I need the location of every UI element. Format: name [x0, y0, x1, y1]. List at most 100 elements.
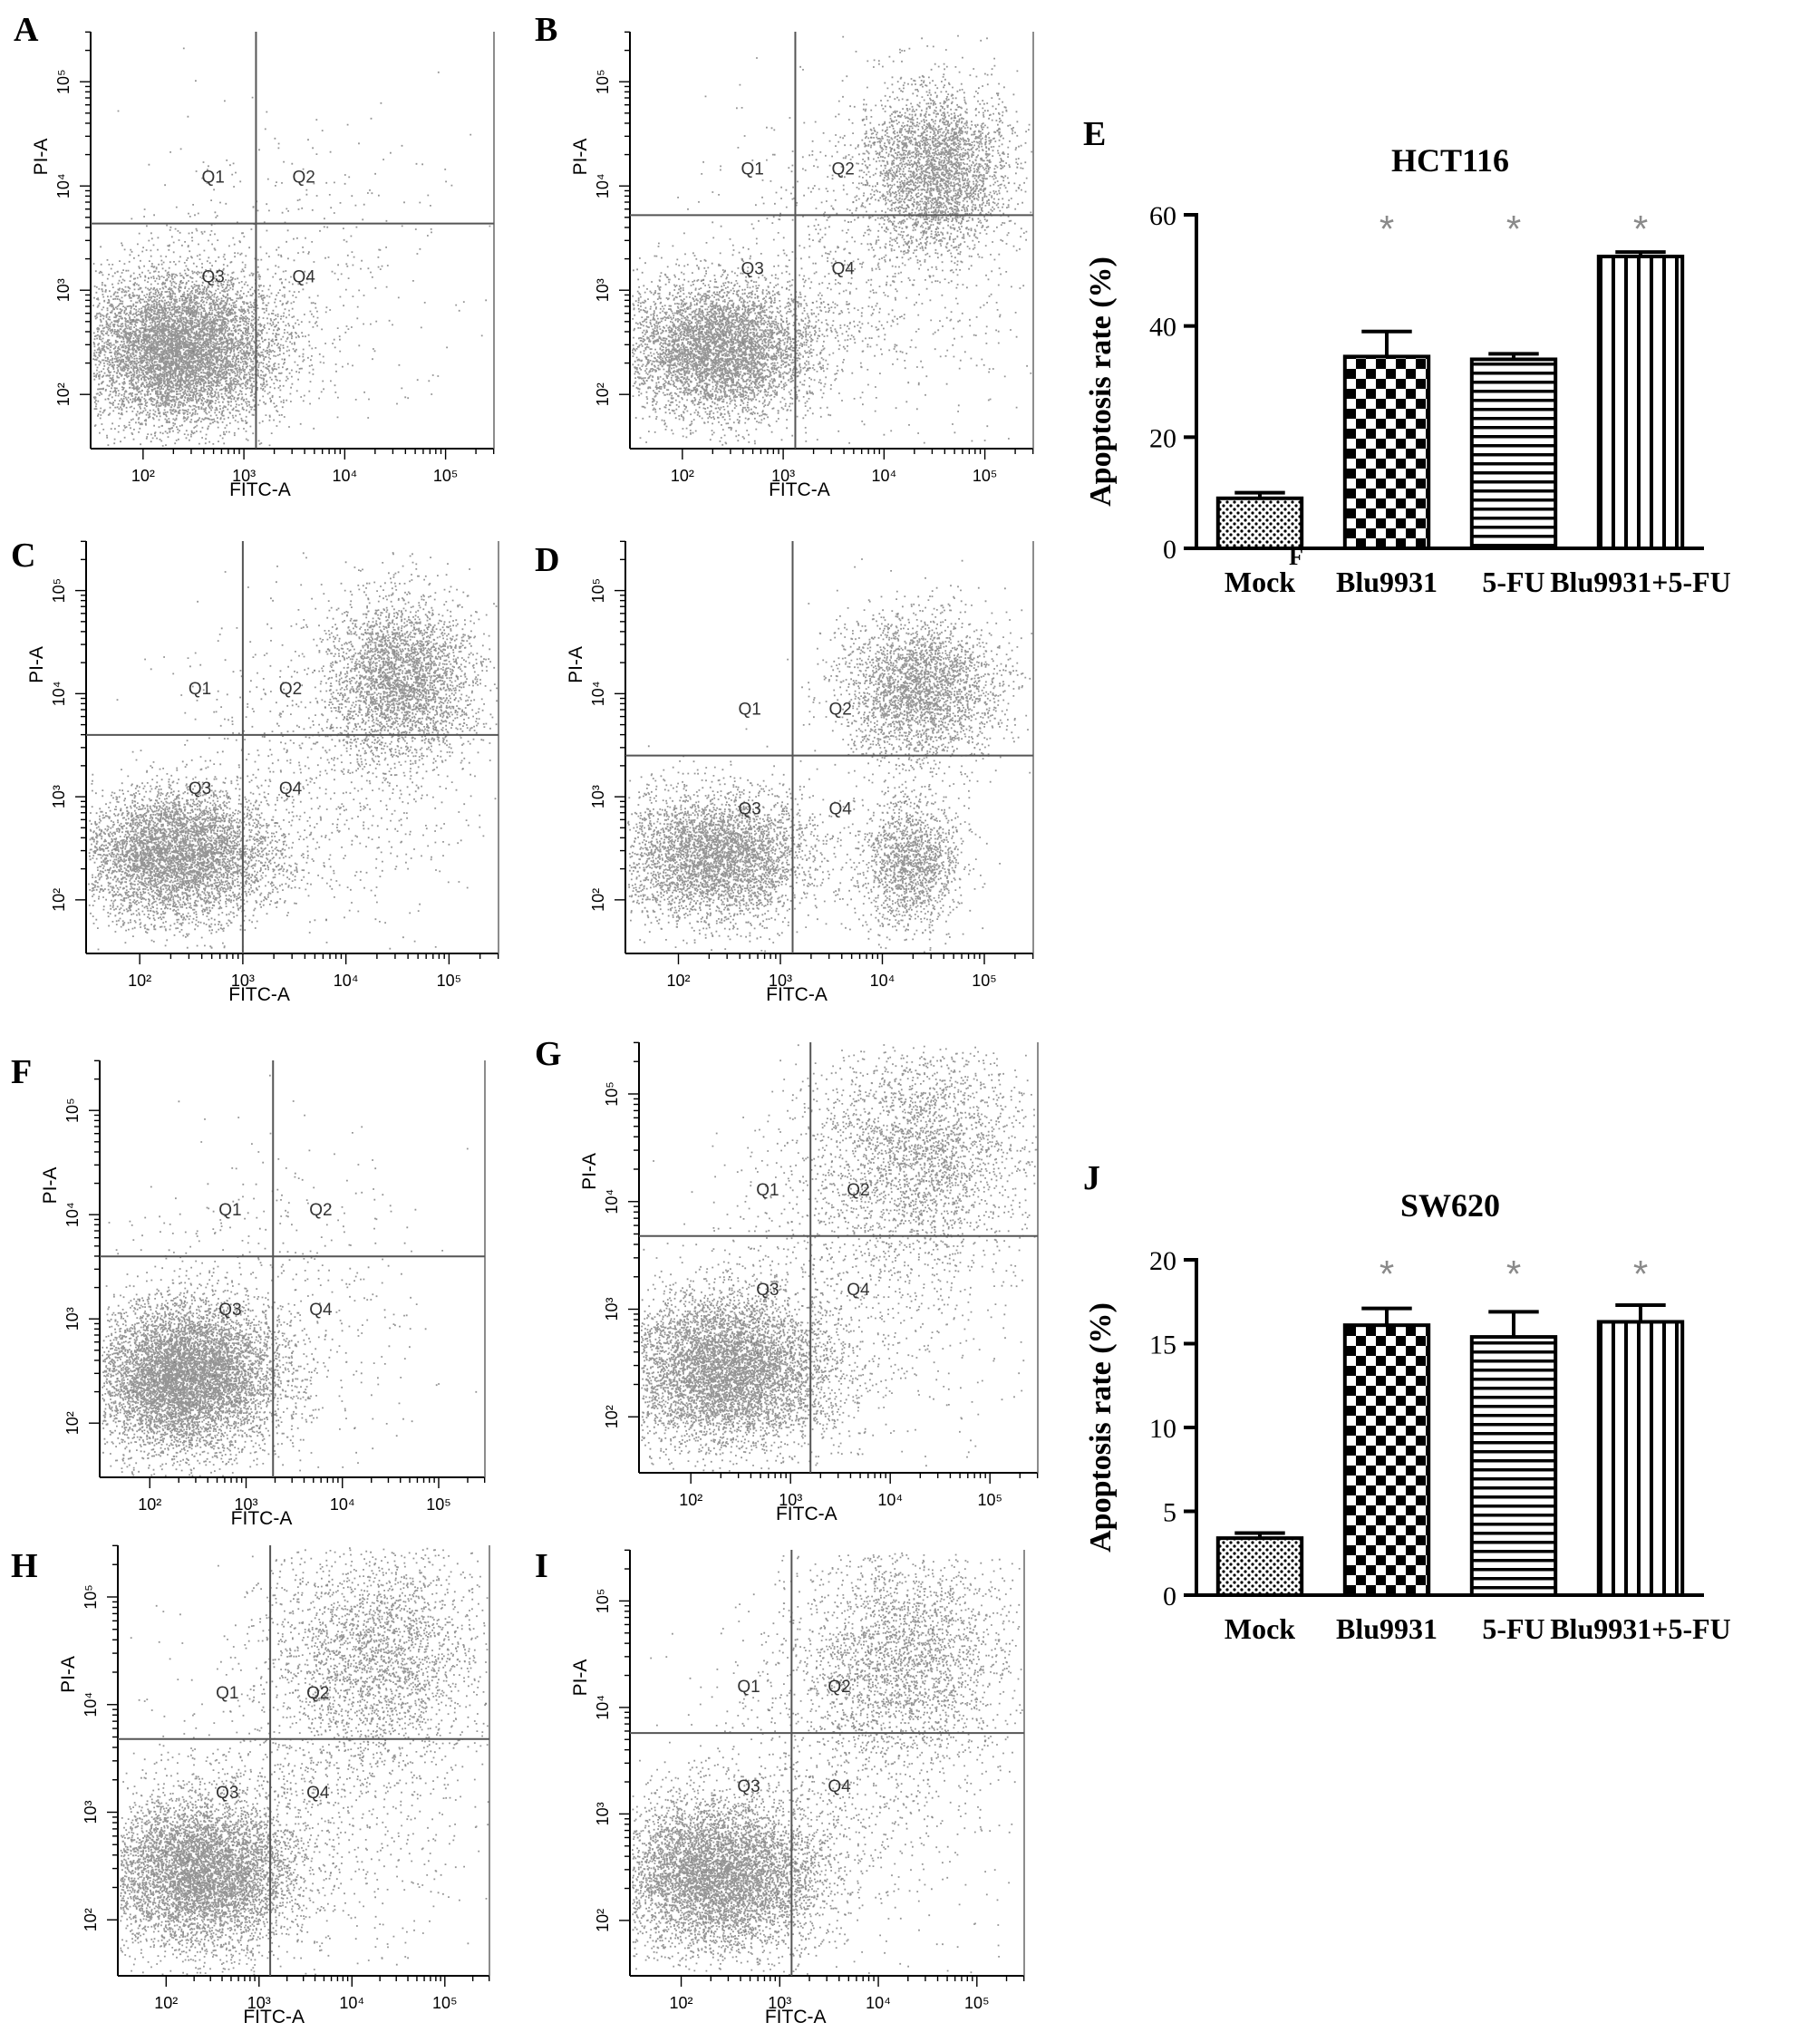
- bar-blu9931-5-fu: [1596, 1320, 1685, 1597]
- quadrant-label-q4: Q4: [292, 268, 315, 287]
- x-tick-label: 10²: [154, 1994, 178, 2012]
- scatter-cluster: [88, 748, 352, 951]
- quadrant-label-q2: Q2: [847, 1181, 869, 1200]
- panel-letter: F: [11, 1053, 32, 1091]
- y-axis-label: PI-A: [31, 139, 52, 176]
- x-tick-label: 10²: [138, 1495, 161, 1514]
- y-tick-label: 10³: [50, 785, 68, 808]
- quadrant-label-q3: Q3: [737, 1777, 760, 1796]
- axis-ticks: [615, 540, 1034, 964]
- x-tick-label: 10²: [666, 972, 690, 990]
- quadrant-label-q3: Q3: [739, 800, 761, 819]
- x-tick-label: 10⁵: [964, 1994, 989, 2012]
- x-tick-label: 10⁴: [339, 1994, 364, 2012]
- x-tick-label: 10⁵: [432, 1994, 457, 2012]
- quadrant-label-q1: Q1: [201, 169, 224, 188]
- scatter-cluster: [644, 35, 1032, 444]
- y-axis-label: PI-A: [570, 1659, 591, 1697]
- quadrant-label-q3: Q3: [741, 259, 763, 278]
- axis-ticks: [619, 31, 1034, 460]
- axis-ticks: [80, 31, 495, 460]
- flow-panel-g: G Q1 Q2 Q3 Q4 10² 10² 10³ 10³ 10⁴ 10⁴ 10⁵ 10⁵ FITC-A P…: [535, 1035, 1039, 1524]
- y-tick-label: 10²: [589, 888, 607, 912]
- y-tick-label: 10⁴: [603, 1189, 621, 1214]
- x-axis-label: FITC-A: [231, 1508, 293, 1529]
- y-tick-label: 10³: [82, 1800, 100, 1824]
- bar-5-fu: [1469, 357, 1558, 551]
- bar-charts: E HCT116 Apoptosis rate (%) 0 20 40 60 Mock * Blu…: [1083, 115, 1731, 1645]
- y-tick-label: 10²: [594, 1909, 612, 1932]
- quadrant-label-q1: Q1: [216, 1684, 238, 1703]
- x-axis-label: FITC-A: [769, 479, 830, 500]
- significance-star: *: [1633, 1253, 1648, 1295]
- y-tick-label: 10³: [54, 278, 73, 302]
- scatter-cluster: [92, 208, 353, 447]
- y-tick-label: 10⁵: [589, 578, 607, 603]
- panel-letter: B: [535, 11, 557, 49]
- y-tick-label: 20: [1149, 1246, 1176, 1276]
- x-tick-label: 10²: [670, 1994, 693, 2012]
- bar-chart-j: J SW620 Apoptosis rate (%) 0 5 10 15 20 Mock * Blu…: [1083, 1159, 1731, 1645]
- x-tick-label: 10⁵: [433, 467, 458, 485]
- y-tick-label: 10⁵: [54, 69, 73, 93]
- flow-panel-d: D Q1 Q2 Q3 Q4 10² 10² 10³ 10³ 10⁴ 10⁴ 10⁵ 10⁵ FITC-A P…: [535, 540, 1034, 1005]
- x-tick-label: 10⁴: [866, 1994, 891, 2012]
- y-tick-label: 10⁵: [82, 1584, 100, 1609]
- panel-letter: A: [14, 11, 39, 49]
- y-tick-label: 10⁴: [594, 173, 612, 198]
- y-tick-label: 10²: [594, 382, 612, 406]
- bar-mock: [1215, 496, 1304, 550]
- x-tick-label: 10⁵: [972, 972, 996, 990]
- significance-star: *: [1633, 208, 1648, 250]
- y-tick-label: 10: [1149, 1414, 1176, 1444]
- x-tick-label: 10²: [679, 1491, 702, 1509]
- bar-mock: [1215, 1536, 1304, 1597]
- x-tick-label: 10⁴: [330, 1495, 355, 1514]
- scatter-cluster: [102, 1226, 355, 1477]
- quadrant-label-q3: Q3: [189, 779, 211, 798]
- bar-chart-e: E HCT116 Apoptosis rate (%) 0 20 40 60 Mock * Blu…: [1083, 115, 1731, 598]
- scatter-cluster: [818, 34, 1033, 334]
- bar-5-fu: [1469, 1335, 1558, 1597]
- y-tick-label: 10³: [589, 785, 607, 808]
- y-tick-label: 20: [1149, 423, 1176, 453]
- y-tick-label: 10³: [63, 1307, 82, 1330]
- panel-letter: E: [1083, 115, 1106, 153]
- flow-panel-h: H Q1 Q2 Q3 Q4 10² 10² 10³ 10³ 10⁴ 10⁴ 10⁵ 10⁵ FITC-A P…: [11, 1544, 490, 2027]
- y-tick-label: 10²: [82, 1908, 100, 1931]
- flow-cytometry-panels: A Q1 Q2 Q3 Q4 10² 10² 10³ 10³ 10⁴ 10⁴ 10⁵ 10⁵ FITC-A P…: [11, 11, 1039, 2027]
- x-axis-label: FITC-A: [766, 984, 828, 1005]
- quadrant-label-q1: Q1: [218, 1201, 241, 1220]
- x-tick-label: 10³: [768, 1994, 791, 2012]
- y-axis-label: PI-A: [58, 1656, 79, 1693]
- x-tick-label: 10³: [769, 972, 792, 990]
- y-tick-label: 60: [1149, 201, 1176, 231]
- x-tick-label: 10²: [131, 467, 155, 485]
- flow-panel-a: A Q1 Q2 Q3 Q4 10² 10² 10³ 10³ 10⁴ 10⁴ 10⁵ 10⁵ FITC-A P…: [14, 11, 495, 500]
- y-tick-label: 10²: [50, 888, 68, 912]
- category-label: Blu9931+5-FU: [1550, 566, 1731, 598]
- category-label: Blu9931+5-FU: [1550, 1612, 1731, 1645]
- x-tick-label: 10⁴: [870, 972, 895, 990]
- category-label: 5-FU: [1482, 1612, 1544, 1645]
- y-tick-label: 40: [1149, 313, 1176, 343]
- scatter-cluster: [108, 1074, 478, 1472]
- panel-letter: J: [1083, 1159, 1100, 1197]
- quadrant-label-q4: Q4: [828, 1777, 851, 1796]
- quadrant-label-q2: Q2: [292, 169, 315, 188]
- y-tick-label: 10⁴: [54, 173, 73, 198]
- scatter-cluster: [641, 1223, 908, 1472]
- y-tick-label: 10⁴: [82, 1692, 100, 1718]
- x-tick-label: 10⁵: [437, 972, 461, 990]
- chart-title: SW620: [1400, 1187, 1500, 1224]
- axis-ticks: [89, 1060, 486, 1488]
- x-tick-label: 10⁵: [426, 1495, 450, 1514]
- quadrant-label-q2: Q2: [309, 1201, 332, 1220]
- y-tick-label: 15: [1149, 1330, 1176, 1360]
- y-tick-label: 10⁴: [594, 1695, 612, 1720]
- x-tick-label: 10⁴: [877, 1491, 903, 1509]
- significance-star: *: [1380, 1253, 1394, 1295]
- x-tick-label: 10⁵: [977, 1491, 1002, 1509]
- chart-title: HCT116: [1391, 142, 1509, 179]
- axis-ticks: [628, 1041, 1039, 1484]
